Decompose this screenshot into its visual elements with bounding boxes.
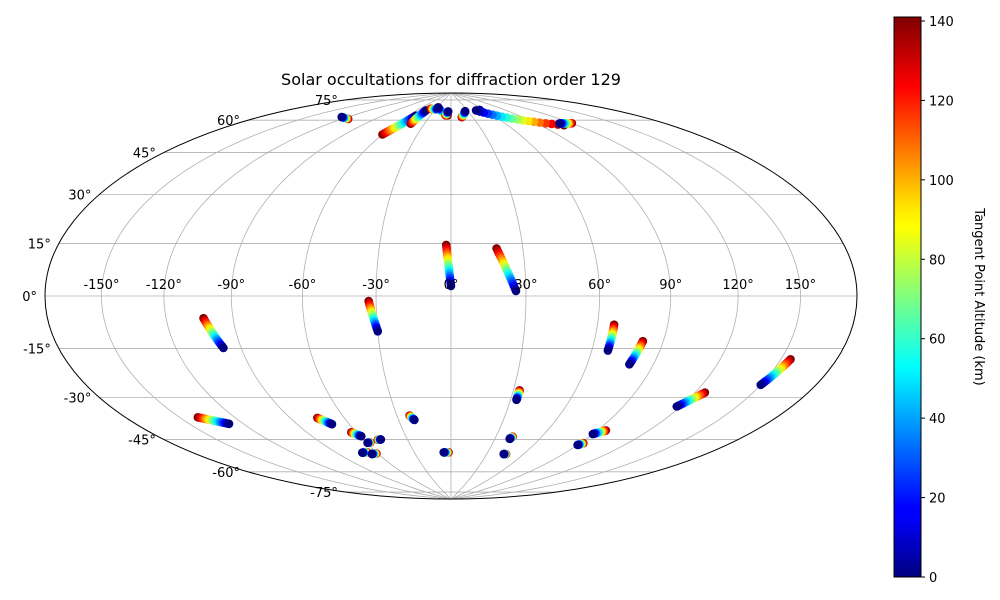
- occultation-track: [373, 435, 386, 444]
- colorbar-tick-label: 100: [929, 174, 954, 189]
- latitude-tick-label: 15°: [28, 237, 51, 252]
- occultation-point: [367, 449, 377, 459]
- occultation-point: [672, 402, 682, 411]
- longitude-tick-label: 120°: [722, 278, 753, 293]
- latitude-tick-label: -75°: [310, 486, 338, 501]
- map-area: -150° -120° -90° -60° -30° 0° 30° 60° 90° 120° 150…: [22, 92, 858, 501]
- latitude-tick-label: -15°: [23, 343, 51, 358]
- occultation-point: [512, 395, 521, 405]
- latitude-tick-label: 45°: [133, 146, 156, 161]
- occultation-point: [224, 419, 234, 429]
- longitude-tick-label: 60°: [588, 278, 611, 293]
- occultation-point: [357, 448, 367, 457]
- longitude-tick-label: 30°: [514, 278, 537, 293]
- colorbar-tick-labels: 0 20 40 60 80 100 120 140: [921, 15, 954, 586]
- colorbar-tick-label: 60: [929, 333, 946, 348]
- occultation-point: [446, 281, 456, 291]
- longitude-tick-label: -150°: [83, 278, 119, 293]
- occultation-point: [327, 419, 337, 429]
- longitude-tick-label: -60°: [289, 278, 317, 293]
- occultation-point: [573, 440, 582, 450]
- occultation-track: [672, 388, 710, 411]
- occultation-track: [756, 354, 795, 390]
- longitude-tick-label: -90°: [217, 278, 245, 293]
- occultation-track: [573, 438, 588, 450]
- occultation-point: [588, 429, 598, 439]
- gridlines: [45, 93, 857, 499]
- occultation-point: [376, 435, 386, 444]
- occultation-point: [443, 107, 453, 116]
- occultation-point: [499, 449, 509, 459]
- longitude-tick-label: 90°: [659, 278, 682, 293]
- occultation-tracks: [193, 103, 795, 459]
- occultation-track: [337, 112, 353, 124]
- latitude-tick-label: 30°: [68, 189, 91, 204]
- occultation-track: [512, 386, 524, 405]
- occultation-track: [441, 240, 456, 291]
- occultation-point: [511, 286, 521, 296]
- occultation-point: [337, 112, 346, 122]
- occultation-point: [555, 119, 564, 128]
- occultation-track: [363, 438, 375, 448]
- occultation-track: [625, 336, 648, 369]
- occultation-point: [439, 448, 449, 457]
- occultation-track: [471, 106, 569, 130]
- latitude-tick-label: 75°: [315, 94, 338, 109]
- longitude-tick-labels: -150° -120° -90° -60° -30° 0° 30° 60° 90° 120° 150…: [83, 278, 816, 293]
- latitude-tick-label: 60°: [217, 114, 240, 129]
- occultation-point: [357, 431, 366, 441]
- occultation-point: [756, 380, 766, 390]
- occultation-point: [410, 415, 419, 425]
- longitude-tick-label: -30°: [362, 278, 390, 293]
- occultation-point: [460, 106, 470, 116]
- latitude-tick-labels: -75° -60° -45° -30° -15° 0° 15° 30° 45° 60° 75°: [22, 94, 338, 501]
- map-boundary: [44, 92, 858, 500]
- occultation-track: [346, 427, 366, 441]
- colorbar-gradient: [893, 16, 922, 578]
- colorbar-tick-label: 0: [929, 571, 937, 586]
- longitude-tick-label: -120°: [146, 278, 182, 293]
- latitude-tick-label: -30°: [64, 392, 92, 407]
- colorbar-tick-label: 120: [929, 94, 954, 109]
- occultation-point: [471, 106, 481, 115]
- occultation-track: [457, 106, 470, 122]
- latitude-tick-label: 0°: [22, 290, 37, 305]
- occultation-track: [499, 449, 511, 459]
- occultation-point: [433, 103, 443, 112]
- colorbar: 0 20 40 60 80 100 120 140 Tangent Point Altitud…: [893, 15, 986, 586]
- colorbar-label: Tangent Point Altitude (km): [971, 207, 986, 385]
- latitude-tick-label: -60°: [212, 466, 240, 481]
- longitude-tick-label: 150°: [785, 278, 816, 293]
- occultation-track: [193, 412, 234, 429]
- colorbar-tick-label: 140: [929, 15, 954, 30]
- occultation-point: [219, 343, 228, 353]
- occultation-track: [588, 426, 611, 439]
- occultation-track: [492, 244, 521, 296]
- occultation-track: [364, 296, 383, 336]
- occultation-track: [603, 320, 619, 355]
- occultation-point: [505, 434, 515, 444]
- occultation-track: [405, 411, 419, 425]
- latitude-tick-label: -45°: [128, 434, 156, 449]
- occultation-track: [441, 107, 453, 120]
- colorbar-tick-label: 40: [929, 412, 946, 427]
- occultation-track: [313, 413, 337, 429]
- occultation-track: [367, 449, 381, 459]
- chart-title: Solar occultations for diffraction order…: [281, 70, 621, 89]
- occultation-track: [357, 447, 372, 457]
- occultation-track: [406, 106, 431, 129]
- occultation-point: [373, 326, 383, 336]
- occultation-point: [603, 346, 613, 355]
- occultation-point: [363, 438, 372, 448]
- occultation-track: [439, 448, 453, 457]
- occultation-track: [555, 118, 577, 128]
- longitude-tick-label: 0°: [444, 278, 459, 293]
- occultation-point: [625, 360, 634, 369]
- occultation-track: [505, 432, 517, 444]
- colorbar-tick-label: 80: [929, 253, 946, 268]
- colorbar-tick-label: 20: [929, 492, 946, 507]
- occultation-track: [199, 313, 228, 353]
